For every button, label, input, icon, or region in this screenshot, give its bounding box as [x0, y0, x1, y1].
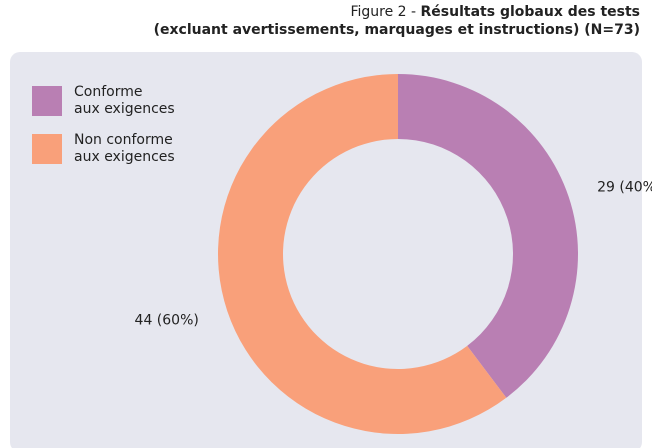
legend-label-line: aux exigences — [74, 101, 175, 117]
chart-subtitle: (excluant avertissements, marquages et i… — [154, 22, 640, 38]
legend-label-line: aux exigences — [74, 149, 175, 165]
legend-label-line: Conforme — [74, 84, 147, 100]
legend-label-line: Non conforme — [74, 132, 177, 148]
legend-label: Conforme aux exigences — [74, 84, 175, 117]
figure-label: Figure 2 - — [350, 4, 416, 20]
chart-title: Résultats globaux des tests — [421, 4, 640, 20]
legend-label: Non conforme aux exigences — [74, 132, 177, 165]
legend-swatch — [32, 86, 62, 116]
data-label: 29 (40%) — [597, 179, 652, 195]
donut-slice — [398, 74, 579, 398]
legend-swatch — [32, 134, 62, 164]
data-label: 44 (60%) — [135, 313, 199, 329]
chart-title-line: Figure 2 - Résultats globaux des tests — [350, 4, 640, 20]
donut-slice — [218, 74, 507, 435]
